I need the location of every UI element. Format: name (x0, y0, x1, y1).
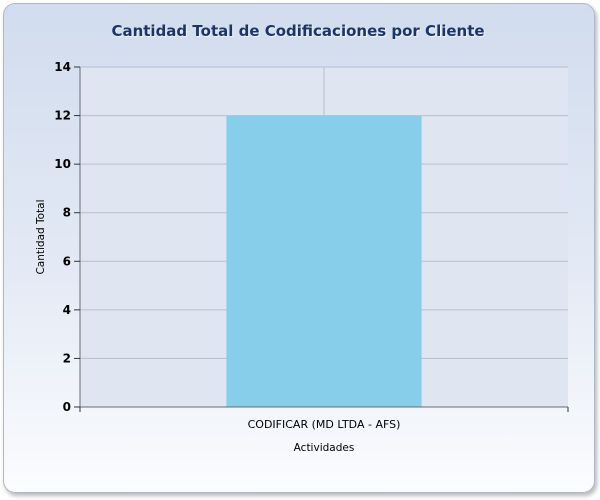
y-tick-label: 4 (63, 303, 71, 317)
y-tick-label: 10 (54, 157, 71, 171)
axes (79, 67, 568, 408)
y-axis-ticks: 0 2 4 6 8 10 12 14 (54, 60, 80, 414)
x-axis-ticks: CODIFICAR (MD LTDA - AFS) (79, 407, 569, 431)
bar-series (226, 115, 422, 408)
y-tick-label: 14 (54, 60, 71, 74)
y-tick-label: 2 (63, 351, 71, 365)
bar-0 (226, 115, 422, 408)
y-tick-label: 6 (63, 254, 71, 268)
y-tick-label: 12 (54, 109, 71, 123)
x-tick-label: CODIFICAR (MD LTDA - AFS) (248, 418, 401, 431)
x-axis-title: Actividades (294, 442, 355, 454)
chart-title: Cantidad Total de Codificaciones por Cli… (111, 22, 485, 40)
y-tick-label: 0 (63, 400, 71, 414)
y-tick-label: 8 (63, 206, 71, 220)
y-axis-title: Cantidad Total (35, 199, 47, 274)
